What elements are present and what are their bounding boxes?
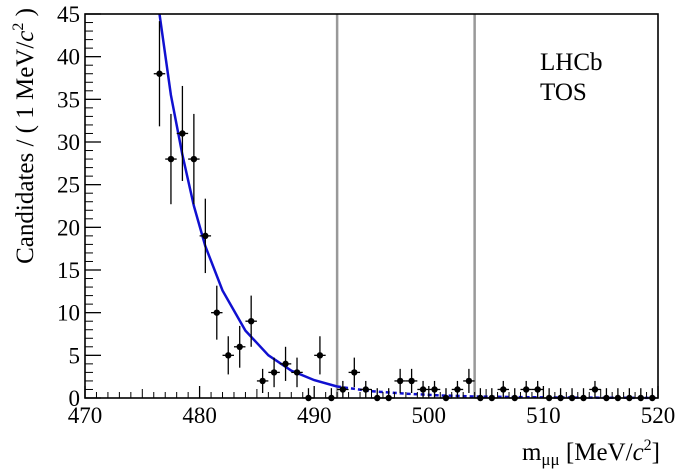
y-tick-label: 20 (57, 215, 80, 240)
data-point (646, 388, 658, 402)
data-point (600, 388, 613, 402)
x-tick-label: 490 (297, 403, 332, 428)
data-point (337, 380, 349, 398)
data-point (291, 357, 303, 388)
data-point (382, 388, 395, 402)
data-point (314, 336, 326, 375)
data-point (463, 368, 475, 394)
data-marker (190, 155, 198, 163)
data-point (211, 285, 223, 340)
data-marker (167, 155, 175, 163)
data-point (268, 357, 280, 388)
y-axis-title: Candidates / ( 1 MeV/c2 ) (10, 8, 39, 264)
axis-ticks (84, 13, 659, 399)
data-point (531, 380, 544, 398)
data-point (176, 85, 189, 181)
data-marker (351, 369, 358, 376)
data-marker (362, 386, 369, 393)
y-tick-label: 10 (57, 301, 80, 326)
data-marker (500, 386, 507, 393)
data-marker (282, 360, 289, 368)
data-point (199, 198, 212, 274)
trigger-label: TOS (540, 79, 587, 106)
x-tick-label: 480 (182, 403, 217, 428)
data-point (188, 113, 200, 205)
data-marker (202, 232, 209, 240)
data-point (554, 388, 567, 402)
data-point (279, 346, 292, 381)
data-marker (408, 377, 415, 385)
data-marker (591, 386, 599, 393)
data-marker (396, 377, 404, 385)
data-point (428, 380, 441, 398)
data-point (360, 380, 372, 398)
data-marker (270, 369, 278, 376)
data-point (417, 380, 429, 398)
data-marker (454, 386, 461, 393)
y-tick-label: 35 (57, 87, 80, 112)
data-point (543, 388, 555, 402)
data-point (394, 368, 406, 394)
vertical-lines (335, 14, 476, 398)
data-point (577, 388, 590, 402)
x-axis-title: mμμ [MeV/c2] (522, 437, 660, 469)
y-tick-label: 0 (69, 386, 81, 411)
data-point (256, 368, 269, 394)
data-marker (465, 377, 473, 385)
data-point (451, 380, 464, 398)
data-marker (179, 130, 186, 137)
y-tick-label: 5 (69, 343, 81, 368)
data-marker (431, 386, 438, 393)
data-marker (523, 386, 530, 393)
data-point (165, 113, 177, 205)
y-tick-label: 40 (57, 45, 80, 70)
data-point (245, 295, 257, 347)
data-marker (293, 369, 301, 376)
data-point (233, 325, 246, 368)
data-marker (419, 386, 427, 393)
data-marker (225, 352, 232, 359)
data-point (486, 388, 498, 402)
data-point (520, 380, 532, 398)
data-marker (156, 70, 163, 77)
data-point (405, 368, 418, 394)
experiment-label: LHCb (540, 49, 603, 76)
data-point (348, 357, 361, 388)
data-point (497, 380, 510, 398)
data-marker (213, 309, 220, 316)
y-tick-label: 25 (57, 173, 80, 198)
data-point (222, 336, 234, 375)
data-point (325, 388, 338, 402)
x-tick-label: 510 (526, 403, 561, 428)
data-marker (316, 352, 324, 359)
x-tick-label: 500 (412, 403, 447, 428)
data-marker (534, 386, 541, 393)
y-tick-label: 45 (57, 2, 80, 27)
data-marker (247, 318, 255, 325)
data-point (509, 388, 521, 402)
x-tick-label: 470 (68, 403, 103, 428)
data-point (302, 388, 315, 402)
data-point (566, 388, 578, 402)
fit-curve-line (158, 13, 338, 388)
y-tick-label: 30 (57, 130, 80, 155)
data-marker (259, 377, 266, 385)
x-tick-label: 520 (641, 403, 676, 428)
data-point (153, 21, 166, 127)
data-point (635, 388, 647, 402)
data-point (589, 380, 601, 398)
data-marker (236, 343, 243, 350)
data-point (612, 388, 624, 402)
y-tick-label: 15 (57, 258, 80, 283)
data-point (623, 388, 636, 402)
data-point (474, 388, 487, 402)
data-marker (339, 386, 347, 393)
